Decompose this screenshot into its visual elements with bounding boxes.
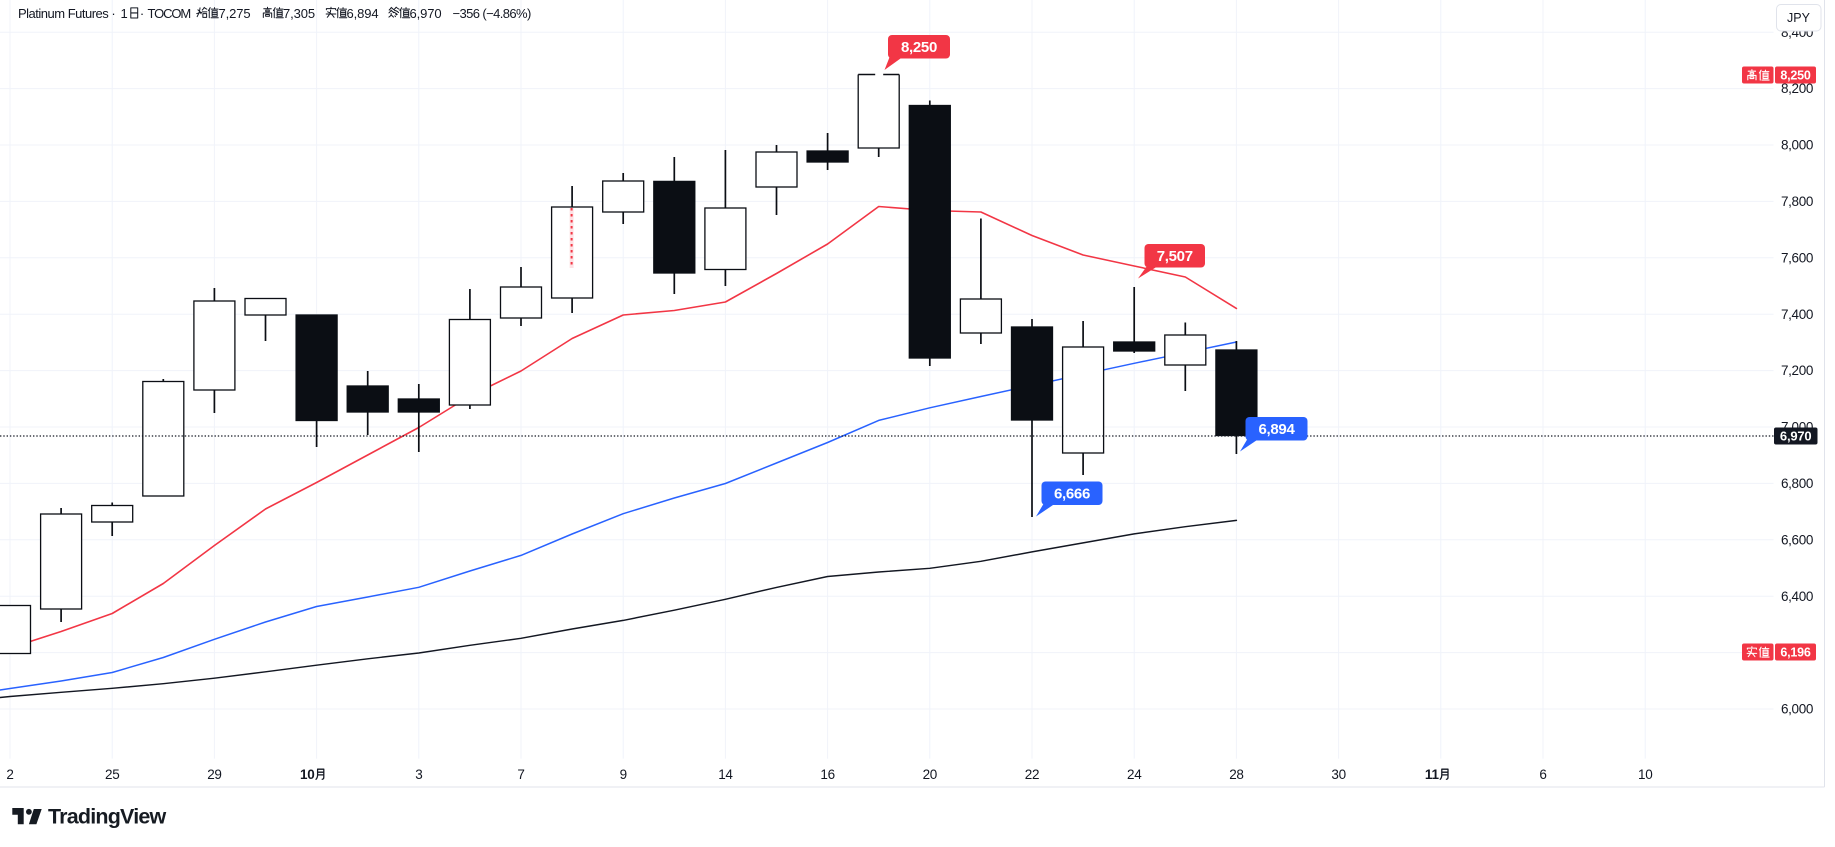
svg-text:8,250: 8,250 xyxy=(901,39,937,56)
svg-text:6: 6 xyxy=(1539,767,1546,782)
svg-text:1: 1 xyxy=(121,6,128,21)
svg-text:30: 30 xyxy=(1331,767,1345,782)
svg-text:6,970: 6,970 xyxy=(410,6,442,21)
svg-text:7,305: 7,305 xyxy=(283,6,315,21)
svg-text:24: 24 xyxy=(1127,767,1142,782)
svg-text:6,600: 6,600 xyxy=(1781,532,1813,547)
svg-text:7,275: 7,275 xyxy=(219,6,251,21)
svg-text:TOCOM: TOCOM xyxy=(148,6,191,21)
svg-text:7,600: 7,600 xyxy=(1781,250,1813,265)
svg-text:TradingView: TradingView xyxy=(48,805,167,829)
svg-text:10: 10 xyxy=(1638,767,1652,782)
svg-text:·: · xyxy=(111,6,115,21)
svg-text:2: 2 xyxy=(6,767,13,782)
svg-text:8,000: 8,000 xyxy=(1781,138,1813,153)
svg-text:7,507: 7,507 xyxy=(1157,248,1193,265)
svg-text:16: 16 xyxy=(820,767,834,782)
svg-text:6,666: 6,666 xyxy=(1054,485,1090,502)
svg-text:10: 10 xyxy=(300,767,315,782)
svg-text:6,970: 6,970 xyxy=(1780,429,1812,444)
svg-text:JPY: JPY xyxy=(1787,11,1811,25)
svg-text:14: 14 xyxy=(718,767,733,782)
svg-text:28: 28 xyxy=(1229,767,1243,782)
svg-text:6,800: 6,800 xyxy=(1781,476,1813,491)
svg-text:7,400: 7,400 xyxy=(1781,307,1813,322)
svg-text:22: 22 xyxy=(1025,767,1039,782)
svg-text:Platinum Futures: Platinum Futures xyxy=(18,6,109,21)
svg-text:·: · xyxy=(140,6,144,21)
svg-text:7: 7 xyxy=(517,767,524,782)
svg-text:6,196: 6,196 xyxy=(1780,646,1811,660)
svg-text:29: 29 xyxy=(207,767,221,782)
svg-text:3: 3 xyxy=(415,767,422,782)
svg-text:8,200: 8,200 xyxy=(1781,81,1813,96)
svg-text:6,894: 6,894 xyxy=(347,6,379,21)
svg-text:6,000: 6,000 xyxy=(1781,702,1813,717)
svg-text:11: 11 xyxy=(1425,767,1440,782)
svg-text:20: 20 xyxy=(923,767,937,782)
svg-text:6,400: 6,400 xyxy=(1781,589,1813,604)
svg-text:7,200: 7,200 xyxy=(1781,363,1813,378)
svg-text:25: 25 xyxy=(105,767,119,782)
svg-text:6,894: 6,894 xyxy=(1258,421,1295,438)
svg-text:7,800: 7,800 xyxy=(1781,194,1813,209)
svg-text:8,250: 8,250 xyxy=(1780,69,1811,83)
svg-text:9: 9 xyxy=(620,767,627,782)
svg-text:−356 (−4.86%): −356 (−4.86%) xyxy=(453,6,531,21)
